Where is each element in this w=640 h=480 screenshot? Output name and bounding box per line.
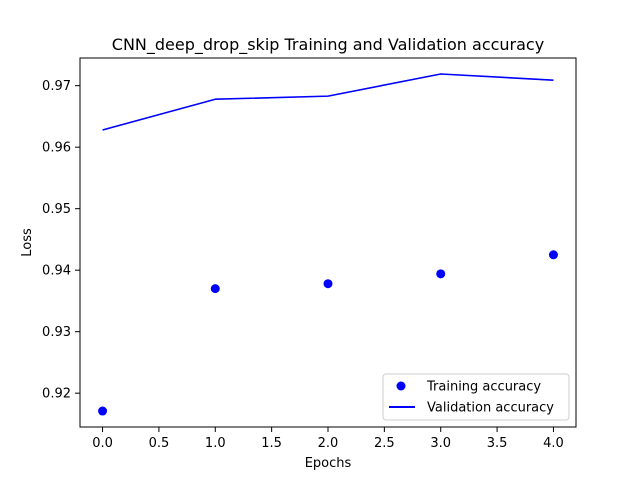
training-accuracy-point <box>548 250 558 260</box>
x-tick-label: 4.0 <box>543 436 564 451</box>
training-accuracy-point <box>323 279 333 289</box>
legend-marker-training-accuracy <box>396 381 406 391</box>
y-tick-label: 0.94 <box>42 264 71 279</box>
series-layer <box>98 73 558 416</box>
x-tick-label: 3.5 <box>487 436 508 451</box>
x-tick-label: 3.0 <box>430 436 451 451</box>
x-axis-label: Epochs <box>305 456 352 471</box>
x-axis: 0.0 0.5 1.0 1.5 2.0 2.5 3.0 3.5 4.0 <box>92 427 564 451</box>
y-tick-label: 0.95 <box>42 202 71 217</box>
training-accuracy-point <box>98 406 108 416</box>
chart-title: CNN_deep_drop_skip Training and Validati… <box>112 35 544 55</box>
y-tick-label: 0.97 <box>42 79 71 94</box>
legend: Training accuracy Validation accuracy <box>382 373 570 421</box>
y-axis: 0.92 0.93 0.94 0.95 0.96 0.97 <box>42 79 80 402</box>
legend-label-validation-accuracy: Validation accuracy <box>427 401 554 416</box>
legend-label-training-accuracy: Training accuracy <box>426 380 541 395</box>
x-tick-label: 1.5 <box>261 436 282 451</box>
legend-box <box>382 373 570 421</box>
y-tick-label: 0.93 <box>42 325 71 340</box>
validation-accuracy-line <box>102 73 554 131</box>
y-tick-label: 0.96 <box>42 141 71 156</box>
y-tick-label: 0.92 <box>42 387 71 402</box>
x-tick-label: 1.0 <box>205 436 226 451</box>
x-tick-label: 0.5 <box>149 436 170 451</box>
x-tick-label: 0.0 <box>92 436 113 451</box>
y-axis-label: Loss <box>20 228 35 257</box>
training-accuracy-point <box>210 284 220 294</box>
x-tick-label: 2.5 <box>374 436 395 451</box>
training-accuracy-point <box>436 269 446 279</box>
x-tick-label: 2.0 <box>318 436 339 451</box>
